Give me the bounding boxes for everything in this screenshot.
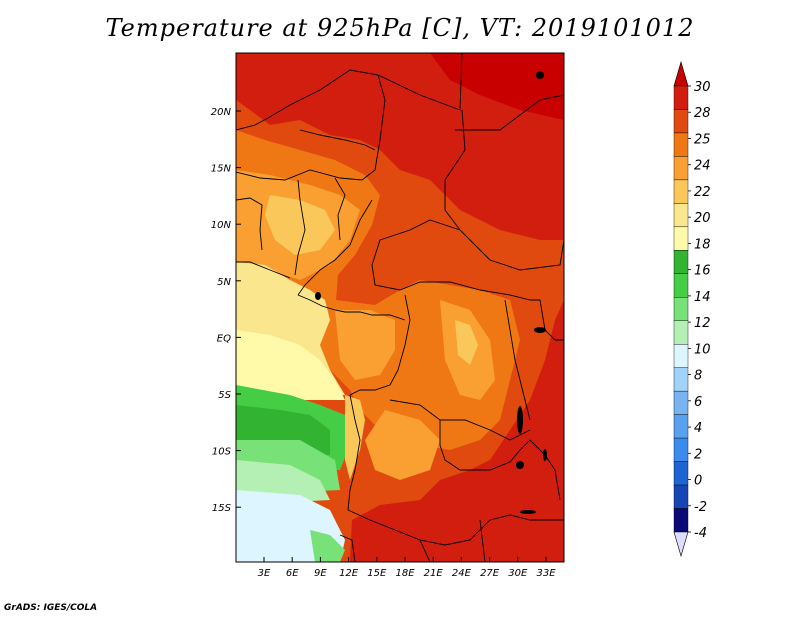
colorbar-label: 6 bbox=[694, 395, 702, 410]
map-frame bbox=[235, 52, 565, 563]
zone-highland-1 bbox=[265, 195, 335, 255]
colorbar-swatch bbox=[673, 437, 689, 462]
lon-tick-label: 9E bbox=[314, 568, 327, 579]
lat-tick-label: 10S bbox=[212, 447, 232, 458]
colorbar-label: 16 bbox=[694, 264, 711, 279]
colorbar-swatch bbox=[673, 179, 689, 204]
zone-equatorial-ocean bbox=[236, 330, 345, 400]
zone-gabon bbox=[335, 310, 395, 380]
colorbar-swatch bbox=[673, 156, 689, 181]
temperature-field bbox=[236, 53, 564, 562]
colorbar-label: 24 bbox=[694, 159, 711, 174]
colorbar-label: -2 bbox=[694, 500, 707, 515]
colorbar-swatch bbox=[673, 484, 689, 509]
colorbar-swatch bbox=[673, 226, 689, 251]
zone-northeast-hottest bbox=[430, 53, 564, 120]
lon-tick-label: 27E bbox=[480, 568, 500, 579]
lon-tick-label: 15E bbox=[367, 568, 387, 579]
lat-tick-label: 20N bbox=[211, 107, 232, 118]
chart-title: Temperature at 925hPa [C], VT: 201910101… bbox=[105, 14, 695, 42]
colorbar-arrow-top bbox=[673, 60, 689, 87]
colorbar-swatch bbox=[673, 344, 689, 368]
zone-angola-plateau bbox=[365, 410, 440, 480]
zone-congo-cool bbox=[455, 320, 478, 365]
colorbar-label: 22 bbox=[694, 185, 711, 200]
country-borders bbox=[236, 53, 564, 562]
colorbar-label: 0 bbox=[694, 474, 702, 489]
colorbar-label: 25 bbox=[694, 132, 711, 147]
colorbar-label: 28 bbox=[694, 106, 711, 121]
colorbar-swatch bbox=[673, 320, 689, 345]
colorbar-label: 8 bbox=[694, 369, 702, 384]
lon-tick-label: 3E bbox=[258, 568, 271, 579]
colorbar-label: 10 bbox=[694, 342, 711, 357]
colorbar-label: 2 bbox=[694, 447, 702, 462]
colorbar-label: 20 bbox=[694, 211, 711, 226]
lon-tick-label: 24E bbox=[452, 568, 472, 579]
latitude-axis: 20N 15N 10N 5N EQ 5S 10S 15S bbox=[211, 107, 241, 514]
colorbar-label: 14 bbox=[694, 290, 711, 305]
grads-credit: GrADS: IGES/COLA bbox=[4, 603, 98, 613]
lon-tick-label: 21E bbox=[424, 568, 444, 579]
colorbar-swatch bbox=[673, 461, 689, 486]
lon-tick-label: 12E bbox=[339, 568, 359, 579]
zone-southeast-hot bbox=[350, 300, 564, 562]
lat-tick-label: 15S bbox=[212, 503, 232, 514]
longitude-axis: 3E 6E 9E 12E 15E 18E 21E 24E 27E 30E 33E bbox=[258, 557, 556, 579]
lakes bbox=[315, 71, 547, 514]
colorbar-swatch bbox=[673, 203, 689, 228]
zone-angola-coast bbox=[345, 395, 365, 480]
colorbar-arrow-bottom bbox=[673, 531, 689, 558]
zone-north-hot bbox=[236, 53, 564, 240]
colorbar-swatch bbox=[673, 273, 689, 298]
colorbar-swatch bbox=[673, 508, 689, 533]
lon-tick-label: 6E bbox=[286, 568, 299, 579]
lat-tick-label: 5S bbox=[218, 390, 231, 401]
zone-coastal-upwelling bbox=[310, 530, 345, 562]
lat-tick-label: 5N bbox=[217, 277, 231, 288]
colorbar-label: -4 bbox=[694, 526, 707, 541]
colorbar-swatch bbox=[673, 367, 689, 392]
lon-tick-label: 33E bbox=[536, 568, 556, 579]
colorbar-swatch bbox=[673, 132, 689, 157]
colorbar-label: 30 bbox=[694, 80, 711, 95]
colorbar-label: 12 bbox=[694, 316, 711, 331]
colorbar-label: 4 bbox=[694, 421, 702, 436]
lat-tick-label: EQ bbox=[217, 333, 231, 344]
colorbar-label: 18 bbox=[694, 237, 711, 252]
colorbar-swatch bbox=[673, 109, 689, 134]
colorbar-swatch bbox=[673, 250, 689, 274]
colorbar-swatch bbox=[673, 414, 689, 439]
lat-tick-label: 15N bbox=[211, 164, 232, 175]
lon-tick-label: 18E bbox=[395, 568, 415, 579]
lon-tick-label: 30E bbox=[508, 568, 528, 579]
colorbar-swatch bbox=[673, 390, 689, 415]
colorbar-swatch bbox=[673, 297, 689, 321]
lat-tick-label: 10N bbox=[211, 220, 232, 231]
colorbar-swatch bbox=[673, 85, 689, 110]
